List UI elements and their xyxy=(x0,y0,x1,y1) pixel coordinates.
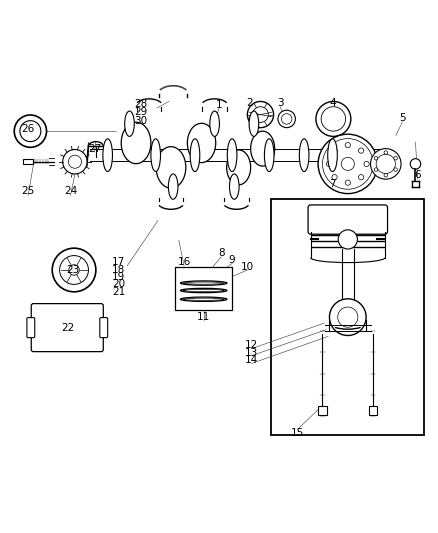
Text: 8: 8 xyxy=(218,248,225,259)
Circle shape xyxy=(332,148,337,154)
Circle shape xyxy=(282,114,292,124)
Text: 27: 27 xyxy=(88,143,101,154)
Text: 3: 3 xyxy=(277,98,283,108)
Ellipse shape xyxy=(251,131,275,166)
Circle shape xyxy=(374,157,378,160)
Text: 13: 13 xyxy=(245,348,258,358)
Ellipse shape xyxy=(180,297,227,302)
Text: 9: 9 xyxy=(229,255,235,265)
Circle shape xyxy=(338,230,357,249)
Circle shape xyxy=(384,151,388,154)
Text: 11: 11 xyxy=(197,312,210,322)
Text: 6: 6 xyxy=(414,170,421,180)
Text: 30: 30 xyxy=(134,116,147,126)
Ellipse shape xyxy=(190,139,200,172)
Ellipse shape xyxy=(183,298,224,300)
Bar xyxy=(272,199,424,434)
Text: 19: 19 xyxy=(112,272,125,282)
Ellipse shape xyxy=(125,111,134,136)
Text: 12: 12 xyxy=(245,340,258,350)
Circle shape xyxy=(68,155,81,168)
Ellipse shape xyxy=(210,111,219,136)
Text: 5: 5 xyxy=(399,113,406,123)
Ellipse shape xyxy=(299,139,309,172)
Circle shape xyxy=(69,265,79,275)
Ellipse shape xyxy=(227,139,237,172)
Text: 18: 18 xyxy=(112,264,125,274)
Text: 24: 24 xyxy=(64,187,77,196)
Ellipse shape xyxy=(265,139,274,172)
Text: 22: 22 xyxy=(62,322,75,333)
Ellipse shape xyxy=(328,139,337,172)
Circle shape xyxy=(14,115,46,147)
Bar xyxy=(318,406,327,415)
Circle shape xyxy=(345,142,350,148)
Text: 16: 16 xyxy=(177,257,191,267)
Circle shape xyxy=(332,174,337,180)
Circle shape xyxy=(394,157,397,160)
Circle shape xyxy=(278,110,295,128)
Ellipse shape xyxy=(180,281,227,285)
Ellipse shape xyxy=(249,111,259,136)
Text: 25: 25 xyxy=(21,187,35,196)
Ellipse shape xyxy=(180,288,227,293)
Ellipse shape xyxy=(151,139,160,172)
Ellipse shape xyxy=(226,150,251,185)
Bar xyxy=(23,159,33,164)
Circle shape xyxy=(374,168,378,171)
Ellipse shape xyxy=(183,289,224,292)
Bar xyxy=(175,266,232,310)
Text: 23: 23 xyxy=(66,265,79,275)
Circle shape xyxy=(321,107,346,131)
Circle shape xyxy=(341,157,354,171)
Ellipse shape xyxy=(103,139,113,172)
Text: 2: 2 xyxy=(246,98,253,108)
Circle shape xyxy=(358,174,364,180)
Ellipse shape xyxy=(187,123,216,163)
Circle shape xyxy=(60,256,88,285)
Circle shape xyxy=(52,248,96,292)
Circle shape xyxy=(358,148,364,154)
Circle shape xyxy=(63,149,87,174)
FancyBboxPatch shape xyxy=(100,318,108,338)
Text: 29: 29 xyxy=(134,107,147,117)
Text: 28: 28 xyxy=(134,99,147,109)
Ellipse shape xyxy=(183,282,224,284)
FancyBboxPatch shape xyxy=(27,318,35,338)
Text: 10: 10 xyxy=(241,262,254,271)
Text: 21: 21 xyxy=(112,287,125,297)
Text: 1: 1 xyxy=(215,100,223,110)
Circle shape xyxy=(322,139,373,189)
Circle shape xyxy=(410,159,421,169)
Ellipse shape xyxy=(230,174,239,199)
Text: 4: 4 xyxy=(329,98,336,108)
Circle shape xyxy=(329,299,366,335)
Circle shape xyxy=(20,120,41,142)
Circle shape xyxy=(394,168,397,171)
Text: 15: 15 xyxy=(291,429,304,438)
Circle shape xyxy=(371,149,401,179)
Text: 14: 14 xyxy=(245,355,258,365)
Circle shape xyxy=(376,154,396,174)
Text: 20: 20 xyxy=(112,279,125,289)
Circle shape xyxy=(318,134,378,193)
Circle shape xyxy=(345,180,350,185)
Circle shape xyxy=(338,307,358,327)
Circle shape xyxy=(253,107,268,123)
FancyBboxPatch shape xyxy=(31,304,103,352)
Ellipse shape xyxy=(156,147,186,188)
Circle shape xyxy=(364,161,369,166)
Circle shape xyxy=(316,101,351,136)
Ellipse shape xyxy=(168,174,178,199)
Circle shape xyxy=(384,174,388,177)
Text: 7: 7 xyxy=(329,179,336,189)
FancyBboxPatch shape xyxy=(308,205,388,234)
Circle shape xyxy=(326,161,332,166)
Circle shape xyxy=(247,101,274,128)
Bar xyxy=(369,406,378,415)
Text: 26: 26 xyxy=(21,124,35,134)
Ellipse shape xyxy=(121,122,151,164)
Text: 17: 17 xyxy=(112,257,125,267)
